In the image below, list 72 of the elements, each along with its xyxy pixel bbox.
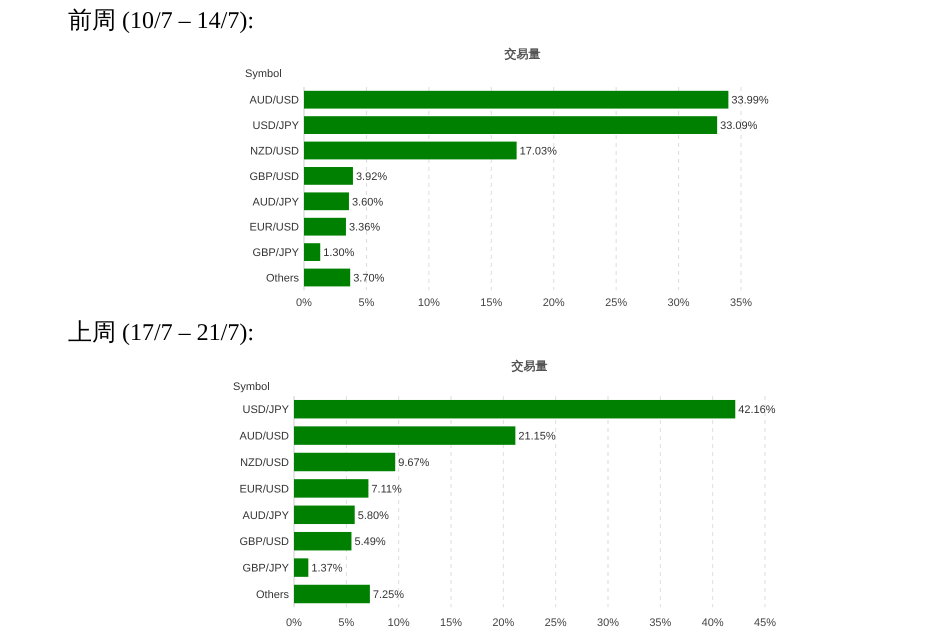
x-tick-label: 35%	[730, 297, 752, 309]
y-tick-label: AUD/JPY	[252, 196, 300, 208]
bar	[294, 479, 368, 498]
data-label: 33.99%	[731, 94, 769, 107]
data-label: 3.60%	[352, 196, 384, 208]
x-tick-label: 30%	[596, 617, 620, 629]
bar	[304, 90, 728, 109]
bar	[294, 506, 355, 524]
x-tick-label: 10%	[388, 617, 410, 629]
y-tick-label: EUR/USD	[249, 222, 300, 234]
data-label: 5.80%	[358, 510, 390, 522]
y-tick-label: Others	[256, 589, 290, 601]
bar	[294, 532, 352, 550]
bar	[304, 167, 353, 185]
y-tick-label: AUD/JPY	[242, 510, 290, 522]
bar	[304, 268, 350, 286]
chart-subtitle: 交易量	[504, 47, 540, 61]
data-label: 7.25%	[372, 589, 404, 601]
y-tick-label: GBP/USD	[239, 536, 290, 548]
x-tick-label: 10%	[418, 297, 440, 309]
data-label: 3.36%	[348, 222, 380, 234]
data-label: 3.92%	[356, 170, 388, 183]
data-label: 7.11%	[371, 483, 402, 496]
x-tick-label: 0%	[286, 617, 302, 629]
x-tick-label: 40%	[702, 617, 724, 629]
x-tick-label: 0%	[296, 297, 312, 309]
y-tick-label: EUR/USD	[239, 483, 290, 496]
x-tick-label: 45%	[754, 617, 776, 629]
data-label: 33.09%	[720, 120, 758, 132]
bar	[294, 400, 736, 418]
bar	[294, 452, 396, 472]
chart-subtitle: 交易量	[510, 359, 548, 373]
y-axis-title: Symbol	[233, 381, 270, 393]
y-axis-title: Symbol	[245, 68, 282, 80]
y-tick-label: USD/JPY	[252, 120, 300, 132]
x-tick-label: 20%	[492, 617, 515, 629]
bar	[294, 426, 516, 445]
bar	[304, 116, 718, 134]
bar	[294, 584, 370, 604]
y-tick-label: GBP/JPY	[252, 247, 300, 260]
bar	[304, 243, 320, 261]
data-label: 21.15%	[518, 430, 556, 443]
data-label: 3.70%	[353, 272, 385, 284]
y-tick-label: AUD/USD	[249, 94, 300, 107]
y-tick-label: NZD/USD	[240, 457, 290, 469]
x-tick-label: 20%	[542, 297, 565, 309]
x-tick-label: 15%	[440, 617, 462, 629]
y-tick-label: NZD/USD	[250, 146, 300, 158]
x-tick-label: 5%	[338, 617, 354, 629]
data-label: 1.30%	[323, 247, 355, 260]
x-tick-label: 25%	[605, 297, 628, 309]
y-tick-label: AUD/USD	[239, 430, 290, 443]
data-label: 17.03%	[520, 146, 558, 158]
chart-title: 前周 (10/7 – 14/7):	[68, 8, 254, 34]
bar	[304, 218, 346, 236]
x-tick-label: 25%	[544, 617, 567, 629]
chart-title: 上周 (17/7 – 21/7):	[68, 320, 254, 346]
y-tick-label: GBP/USD	[249, 170, 300, 183]
bar	[304, 192, 349, 210]
data-label: 9.67%	[398, 457, 430, 469]
y-tick-label: USD/JPY	[242, 404, 290, 416]
x-tick-label: 30%	[668, 297, 690, 309]
y-tick-label: Others	[266, 272, 300, 284]
data-label: 1.37%	[311, 562, 343, 575]
data-label: 5.49%	[354, 536, 386, 548]
data-label: 42.16%	[738, 404, 776, 416]
x-tick-label: 15%	[480, 297, 503, 309]
bar	[304, 142, 517, 160]
x-tick-label: 35%	[649, 617, 672, 629]
bar	[294, 558, 308, 577]
y-tick-label: GBP/JPY	[242, 562, 290, 575]
x-tick-label: 5%	[358, 297, 375, 309]
